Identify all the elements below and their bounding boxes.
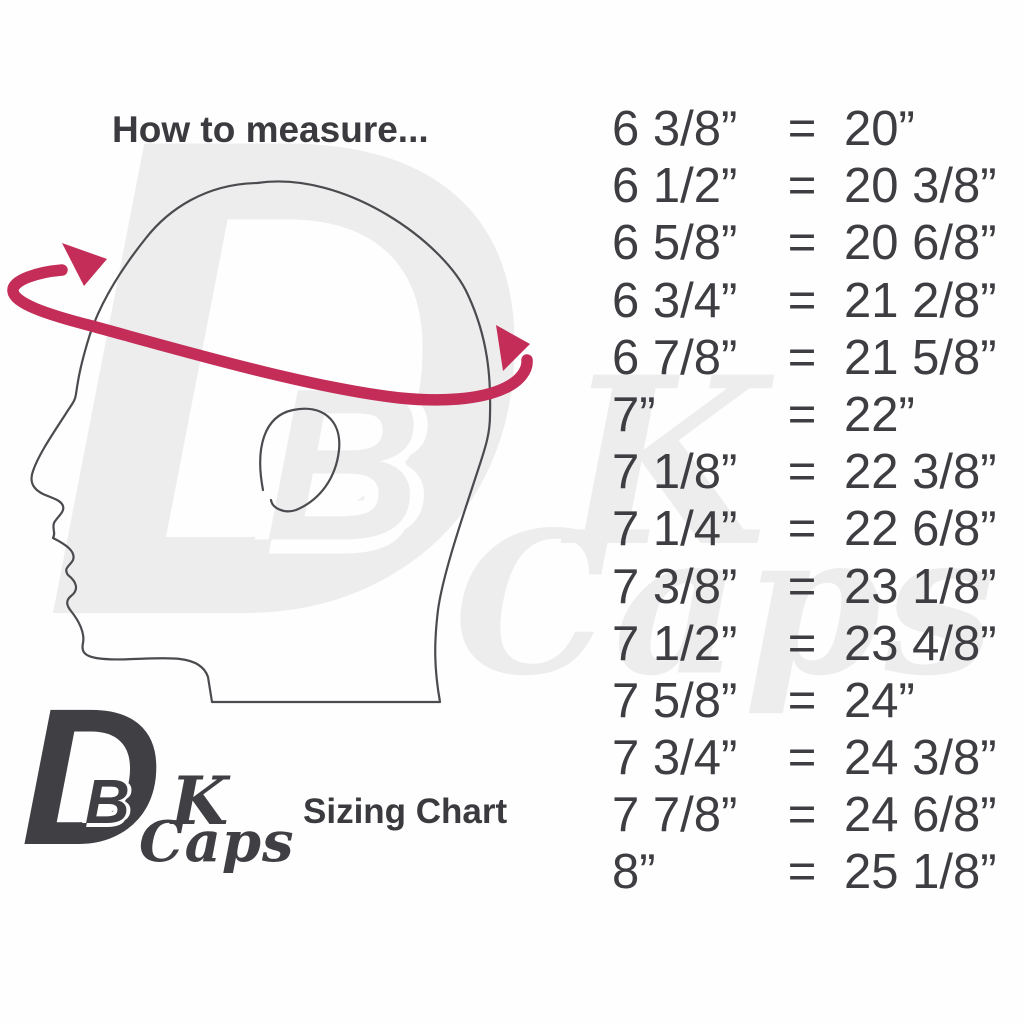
equals-sign: = [787,673,817,728]
cap-size: 7 1/2” [612,616,738,671]
head-circumference: 25 1/8” [844,845,997,900]
sizing-chart-label: Sizing Chart [303,792,508,831]
head-circumference: 20 3/8” [844,159,997,214]
head-circumference: 22 3/8” [844,445,997,500]
equals-sign: = [787,387,817,442]
table-row: 6 5/8” = 20 6/8” [612,215,997,272]
logo-letter-k: K [171,762,229,840]
table-row: 7 7/8” = 24 6/8” [612,787,997,844]
cap-size: 6 7/8” [612,330,738,385]
cap-size: 7 5/8” [612,673,738,728]
cap-size: 7” [612,387,656,442]
head-circumference: 24 3/8” [844,731,997,786]
head-circumference: 22 6/8” [844,502,997,557]
cap-size: 7 3/8” [612,559,738,614]
cap-size: 7 3/4” [612,731,738,786]
table-row: 6 3/4” = 21 2/8” [612,273,997,330]
table-row: 6 3/8” = 20” [612,101,997,158]
table-row: 6 7/8” = 21 5/8” [612,330,997,387]
head-circumference: 21 5/8” [844,330,997,385]
page-title: How to measure... [112,109,429,150]
head-circumference: 24 6/8” [844,788,997,843]
watermark-script-caps: Caps [454,490,999,722]
cap-size: 7 1/4” [612,502,738,557]
logo-script-caps: Caps [139,809,295,875]
equals-sign: = [787,502,817,557]
head-outline [30,180,492,704]
table-row: 7” = 22” [612,387,997,444]
equals-sign: = [787,330,817,385]
head-circumference: 23 4/8” [844,616,997,671]
logo-mark: D B K Caps [21,680,294,876]
equals-sign: = [787,559,817,614]
equals-sign: = [787,216,817,271]
head-circumference: 24” [844,673,915,728]
cap-size: 6 1/2” [612,159,738,214]
measuring-tape-arrow-icon [7,243,533,406]
head-circumference: 22” [844,387,915,442]
equals-sign: = [787,102,817,156]
equals-sign: = [787,273,817,328]
arrowhead-left [62,243,107,286]
equals-sign: = [787,445,817,500]
head-profile-illustration [7,180,533,704]
ear-outline [259,407,341,513]
table-row: 7 1/8” = 22 3/8” [612,444,997,501]
arrowhead-right [496,325,530,371]
head-circumference: 21 2/8” [844,273,997,328]
logo-letter-d: D [21,668,162,886]
head-circumference: 20 6/8” [844,216,997,271]
table-row: 7 3/8” = 23 1/8” [612,559,997,616]
logo-letter-b: B [85,768,130,837]
cap-size: 6 3/8” [612,102,738,156]
brand-logo: D B K Caps [21,680,294,876]
size-conversion-table: 6 3/8” = 20” 6 1/2” = 20 3/8” 6 5/8” = 2… [612,101,997,902]
equals-sign: = [787,788,817,843]
table-row: 6 1/2” = 20 3/8” [612,158,997,215]
cap-size: 6 3/4” [612,273,738,328]
table-row: 7 1/2” = 23 4/8” [612,616,997,673]
head-circumference: 23 1/8” [844,559,997,614]
cap-size: 8” [612,845,656,900]
table-row: 7 5/8” = 24” [612,673,997,730]
cap-size: 6 5/8” [612,216,738,271]
equals-sign: = [787,616,817,671]
head-circumference: 20” [844,102,915,156]
cap-size: 7 1/8” [612,445,738,500]
watermark-letter-k: K [566,326,767,599]
equals-sign: = [787,845,817,900]
cap-size: 7 7/8” [612,788,738,843]
equals-sign: = [787,159,817,214]
table-row: 7 1/4” = 22 6/8” [612,501,997,558]
table-row: 8” = 25 1/8” [612,844,997,901]
table-row: 7 3/4” = 24 3/8” [612,730,997,787]
equals-sign: = [787,731,817,786]
